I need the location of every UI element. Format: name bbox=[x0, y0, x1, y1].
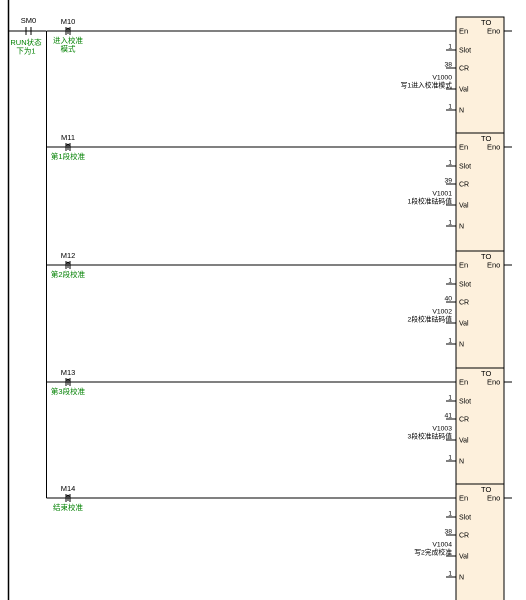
rung-2-contact-name: M11 bbox=[61, 133, 75, 142]
to-pin-cr-label: CR bbox=[459, 417, 469, 424]
to-pin-val-value: 1段校准砝码值 bbox=[407, 197, 452, 206]
to-pin-val-value: 写2完成校准 bbox=[414, 548, 452, 557]
to-block-1[interactable] bbox=[455, 16, 505, 136]
sm0-contact-name: SM0 bbox=[21, 16, 36, 25]
rung-1-comment-line: 进入校准 bbox=[53, 35, 83, 45]
to-pin-val-value: V1004 bbox=[432, 542, 452, 549]
to-pin-cr-value: 41 bbox=[444, 413, 452, 420]
rung-4-comment-line: 第3段校准 bbox=[51, 386, 86, 396]
to-block-en-label: En bbox=[459, 494, 468, 503]
to-block-title: TO bbox=[481, 252, 491, 261]
to-pin-slot-value: 1 bbox=[448, 160, 452, 167]
to-pin-val-value: 写1进入校准模式 bbox=[401, 81, 453, 90]
rung-4-contact-edge-arrow-right bbox=[67, 378, 70, 381]
to-pin-n-value: 1 bbox=[448, 104, 452, 111]
to-pin-val-label: Val bbox=[459, 321, 469, 328]
to-pin-slot-label: Slot bbox=[459, 164, 471, 171]
to-pin-cr-label: CR bbox=[459, 533, 469, 540]
to-block-eno-label: Eno bbox=[487, 143, 500, 152]
to-pin-n-label: N bbox=[459, 459, 464, 466]
to-pin-slot-value: 1 bbox=[448, 44, 452, 51]
sm0-comment-line: 下为1 bbox=[16, 46, 35, 56]
to-pin-val-value: V1002 bbox=[432, 309, 452, 316]
to-block-en-label: En bbox=[459, 143, 468, 152]
to-block-title: TO bbox=[481, 18, 491, 27]
to-block-en-label: En bbox=[459, 261, 468, 270]
rung-3-contact-edge-arrow-right bbox=[67, 261, 70, 264]
to-pin-cr-label: CR bbox=[459, 182, 469, 189]
to-block-3[interactable] bbox=[455, 250, 505, 370]
to-pin-n-value: 1 bbox=[448, 571, 452, 578]
to-pin-cr-value: 40 bbox=[444, 296, 452, 303]
to-pin-cr-label: CR bbox=[459, 66, 469, 73]
rung-1-contact-edge-arrow-right bbox=[67, 27, 70, 30]
to-block-eno-label: Eno bbox=[487, 378, 500, 387]
to-pin-cr-value: 38 bbox=[444, 62, 452, 69]
rung-2-contact-edge-arrow-right bbox=[67, 143, 70, 146]
to-pin-n-label: N bbox=[459, 224, 464, 231]
to-pin-val-value: V1000 bbox=[432, 75, 452, 82]
to-pin-val-value: V1001 bbox=[432, 191, 452, 198]
to-pin-val-label: Val bbox=[459, 438, 469, 445]
to-block-5[interactable] bbox=[455, 483, 505, 600]
to-pin-n-value: 1 bbox=[448, 455, 452, 462]
to-block-en-label: En bbox=[459, 378, 468, 387]
rung-5-comment-line: 结束校准 bbox=[53, 502, 83, 512]
to-block-eno-label: Eno bbox=[487, 261, 500, 270]
to-block-title: TO bbox=[481, 369, 491, 378]
sm0-comment-line: RUN状态 bbox=[10, 37, 42, 47]
to-pin-slot-label: Slot bbox=[459, 515, 471, 522]
to-pin-cr-label: CR bbox=[459, 300, 469, 307]
to-block-eno-label: Eno bbox=[487, 27, 500, 36]
to-block-2[interactable] bbox=[455, 132, 505, 252]
rung-5-contact-edge-arrow-right bbox=[67, 494, 70, 497]
to-pin-cr-value: 39 bbox=[444, 178, 452, 185]
to-pin-val-value: 3段校准砝码值 bbox=[407, 432, 452, 441]
to-pin-n-value: 1 bbox=[448, 338, 452, 345]
to-block-title: TO bbox=[481, 134, 491, 143]
to-pin-slot-label: Slot bbox=[459, 399, 471, 406]
to-block-title: TO bbox=[481, 485, 491, 494]
rung-3-comment-line: 第2段校准 bbox=[51, 269, 86, 279]
to-pin-val-value: V1003 bbox=[432, 426, 452, 433]
to-pin-n-value: 1 bbox=[448, 220, 452, 227]
to-block-en-label: En bbox=[459, 27, 468, 36]
to-pin-val-label: Val bbox=[459, 203, 469, 210]
rung-4-contact-name: M13 bbox=[61, 368, 76, 377]
to-pin-val-value: 2段校准砝码值 bbox=[407, 315, 452, 324]
rung-2-comment-line: 第1段校准 bbox=[51, 151, 86, 161]
to-pin-n-label: N bbox=[459, 342, 464, 349]
rung-1-comment-line: 模式 bbox=[61, 44, 76, 54]
to-pin-slot-value: 1 bbox=[448, 278, 452, 285]
to-pin-cr-value: 38 bbox=[444, 529, 452, 536]
to-pin-slot-label: Slot bbox=[459, 48, 471, 55]
to-pin-n-label: N bbox=[459, 575, 464, 582]
to-pin-val-label: Val bbox=[459, 87, 469, 94]
rung-1-contact-name: M10 bbox=[61, 17, 76, 26]
to-pin-val-label: Val bbox=[459, 554, 469, 561]
rung-5-contact-name: M14 bbox=[61, 484, 76, 493]
rung-3-contact-name: M12 bbox=[61, 251, 76, 260]
to-pin-slot-label: Slot bbox=[459, 282, 471, 289]
to-block-eno-label: Eno bbox=[487, 494, 500, 503]
to-pin-slot-value: 1 bbox=[448, 395, 452, 402]
to-pin-n-label: N bbox=[459, 108, 464, 115]
to-pin-slot-value: 1 bbox=[448, 511, 452, 518]
